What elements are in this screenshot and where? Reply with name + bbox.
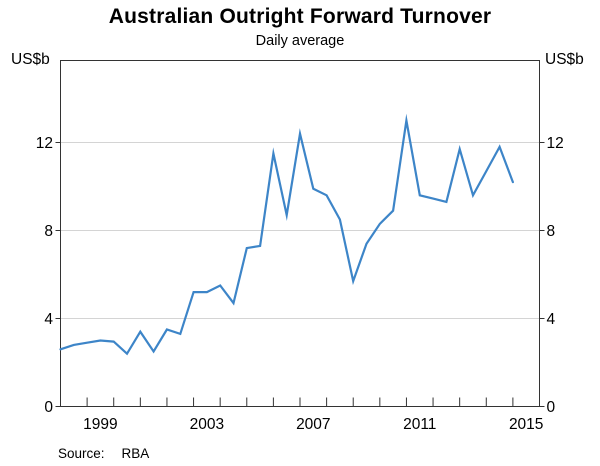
x-tick-label: 2003 — [190, 416, 224, 433]
x-tick-label: 2015 — [509, 416, 543, 433]
x-tick-label: 2007 — [296, 416, 330, 433]
y-tick-label-left: 8 — [44, 223, 53, 240]
y-tick-label-right: 4 — [547, 311, 556, 328]
chart-subtitle: Daily average — [255, 33, 345, 49]
x-tick-label: 2011 — [403, 416, 436, 433]
y-tick-label-right: 8 — [547, 223, 556, 240]
plot-frame — [60, 60, 540, 407]
x-tick-label: 1999 — [83, 416, 117, 433]
y-axis-unit-left: US$b — [11, 51, 50, 68]
chart-title: Australian Outright Forward Turnover — [108, 5, 492, 28]
source-value: RBA — [121, 446, 150, 461]
source-note: Source: RBA — [58, 446, 149, 461]
y-axis-unit-right: US$b — [545, 51, 584, 68]
y-tick-label-left: 0 — [44, 399, 53, 416]
data-line-outright-forward — [59, 113, 515, 356]
y-tick-label-right: 12 — [547, 135, 564, 152]
y-tick-label-left: 4 — [44, 311, 53, 328]
y-tick-label-right: 0 — [547, 399, 556, 416]
y-tick-label-left: 12 — [36, 135, 53, 152]
source-label: Source: — [58, 446, 105, 461]
